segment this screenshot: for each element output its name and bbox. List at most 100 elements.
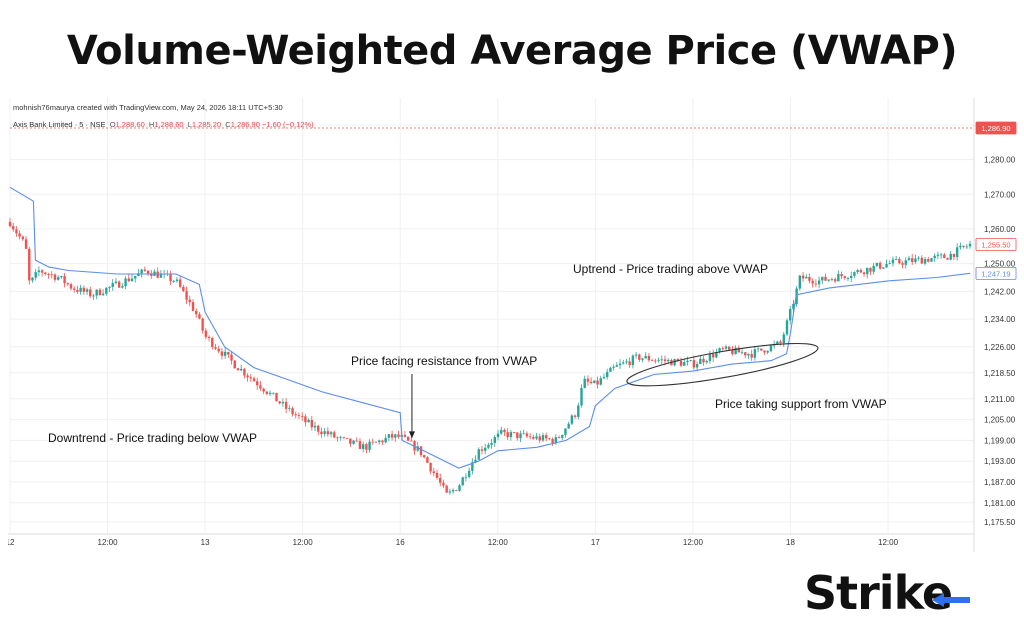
y-tick-label: 1,260.00 — [984, 225, 1016, 234]
candle-body — [853, 272, 856, 277]
candle-body — [532, 436, 535, 439]
candle-body — [214, 347, 217, 349]
candle-body — [326, 431, 330, 435]
candle-body — [464, 476, 468, 478]
candle-body — [143, 269, 147, 271]
candle-body — [843, 276, 846, 279]
candle-body — [361, 444, 365, 449]
candle-body — [753, 349, 757, 358]
candle-body — [432, 471, 436, 473]
candle-body — [647, 355, 651, 361]
candle-body — [130, 278, 134, 282]
candle-body — [381, 440, 384, 443]
brand-logo: Strike — [804, 566, 970, 620]
candle-body — [634, 354, 638, 356]
candle-body — [657, 359, 660, 361]
candle-body — [246, 375, 249, 378]
x-tick-label: 12 — [8, 538, 15, 547]
low-label: L — [187, 120, 192, 129]
candle-body — [268, 392, 272, 394]
candle-body — [146, 270, 150, 274]
candle-body — [127, 278, 130, 282]
candle-body — [500, 429, 503, 434]
candle-body — [727, 346, 731, 350]
y-tick-label: 1,242.00 — [984, 287, 1016, 296]
candle-body — [763, 350, 766, 353]
candle-body — [44, 272, 47, 275]
candle-body — [211, 337, 214, 348]
candle-body — [535, 436, 538, 439]
candle-body — [304, 416, 307, 423]
candle-body — [333, 432, 336, 438]
candle-body — [172, 281, 175, 282]
candle-body — [89, 289, 92, 297]
candle-body — [516, 432, 519, 439]
candle-body — [191, 302, 195, 311]
candle-body — [811, 280, 814, 284]
candle-body — [705, 361, 708, 363]
candle-body — [968, 243, 972, 247]
candle-body — [577, 405, 580, 417]
candle-body — [814, 283, 818, 285]
candle-body — [458, 485, 461, 491]
candle-body — [182, 286, 185, 292]
candle-body — [618, 363, 622, 366]
candle-body — [747, 353, 750, 356]
y-tick-label: 1,280.00 — [984, 156, 1016, 165]
candle-body — [580, 387, 583, 406]
price-tag — [975, 121, 1017, 135]
candle-body — [390, 434, 394, 438]
candle-body — [785, 320, 789, 335]
candle-body — [394, 434, 397, 438]
candle-body — [329, 432, 333, 435]
candle-body — [217, 348, 220, 352]
candle-body — [949, 253, 952, 260]
candle-body — [384, 437, 387, 443]
price-tag-label: 1,247.19 — [981, 269, 1010, 278]
candle-body — [756, 348, 760, 350]
candle-body — [920, 257, 924, 264]
candle-body — [875, 262, 879, 266]
candle-body — [223, 351, 227, 356]
close-value: 1,286.90 −1.60 (−0.12%) — [230, 120, 314, 129]
candle-body — [554, 437, 558, 444]
candle-body — [471, 462, 474, 471]
candle-body — [830, 279, 834, 280]
candle-body — [878, 262, 882, 269]
y-tick-label: 1,270.00 — [984, 190, 1016, 199]
candle-body — [583, 378, 586, 388]
brand-wordmark: Strike — [804, 566, 953, 620]
candle-body — [496, 433, 500, 438]
candle-body — [766, 351, 769, 353]
candle-body — [156, 271, 159, 278]
candle-body — [175, 279, 179, 282]
candle-body — [599, 378, 602, 385]
candle-body — [660, 359, 663, 361]
close-label: C — [225, 120, 231, 129]
y-tick-label: 1,234.00 — [984, 315, 1016, 324]
candle-body — [731, 349, 734, 355]
candle-body — [862, 272, 866, 275]
x-tick-label: 17 — [591, 538, 600, 547]
candle-body — [718, 348, 721, 353]
arrow-icon — [932, 593, 970, 607]
candle-body — [239, 368, 243, 371]
candle-body — [760, 348, 763, 351]
candle-body — [538, 436, 541, 441]
candle-body — [586, 378, 590, 382]
candle-body — [615, 365, 619, 367]
y-tick-label: 1,181.00 — [984, 499, 1016, 508]
candle-body — [230, 354, 233, 361]
y-tick-label: 1,211.00 — [984, 395, 1015, 404]
candle-body — [265, 391, 269, 394]
x-tick-label: 18 — [786, 538, 795, 547]
candle-body — [850, 276, 853, 279]
candle-body — [525, 433, 529, 437]
candle-body — [699, 358, 702, 365]
candle-body — [724, 346, 728, 349]
candle-body — [474, 459, 477, 463]
high-value: 1,288.60 — [154, 120, 184, 129]
candle-body — [898, 258, 901, 264]
candle-body — [371, 441, 375, 443]
candle-body — [82, 287, 86, 292]
